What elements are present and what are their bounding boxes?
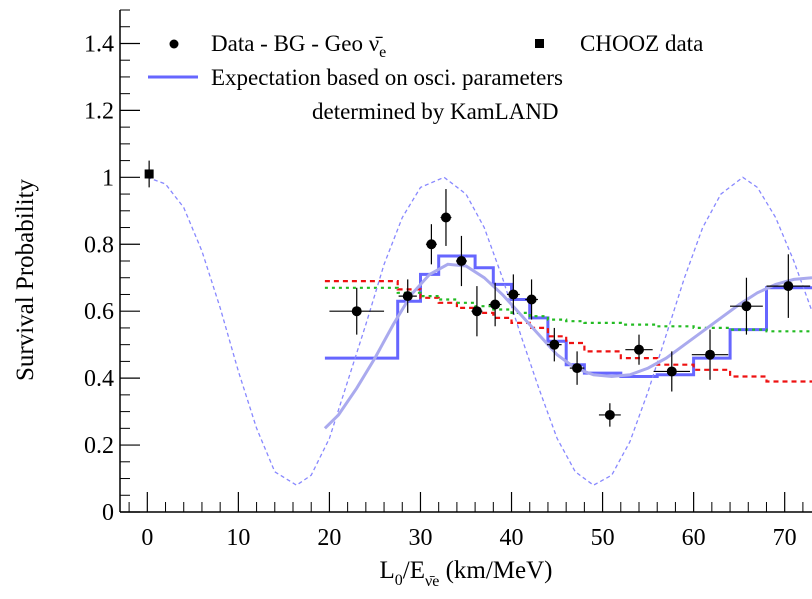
x-axis-title-sub2: ν̄e [425, 573, 439, 590]
point-marker [634, 344, 644, 355]
legend-label-expectation: Expectation based on osci. parameters [211, 65, 563, 90]
point-marker [440, 212, 451, 223]
point-marker [572, 363, 583, 374]
data-point-10 [569, 351, 585, 385]
point-marker [402, 291, 413, 302]
x-tick-label: 50 [591, 525, 615, 551]
point-marker [604, 409, 615, 420]
data-point-8 [525, 279, 538, 320]
series-curve-5 [147, 176, 812, 486]
point-marker [741, 301, 752, 312]
point-marker [471, 306, 482, 317]
data-point-14 [691, 329, 729, 380]
points-layer [144, 160, 811, 427]
axes-layer: 0 0.2 0.4 0.6 0.8 1 1.2 1.4 0 10 20 30 40 50 60 70 [84, 9, 812, 551]
x-axis-title: L0/Eν̄e (km/MeV) [379, 557, 552, 590]
data-point-0 [329, 287, 385, 335]
x-tick-label: 70 [773, 525, 797, 551]
legend-marker-data [169, 39, 179, 49]
y-tick-label: 0 [102, 500, 114, 526]
point-marker [526, 294, 537, 305]
y-tick-label: 1 [102, 165, 114, 191]
y-tick-label: 0.6 [84, 299, 114, 325]
y-tick-label: 1.2 [84, 98, 114, 124]
x-axis-title-tail: (km/MeV) [439, 557, 552, 584]
point-marker [783, 281, 794, 292]
y-tick-label: 0.4 [84, 366, 114, 392]
x-tick-label: 30 [408, 525, 432, 551]
data-point-15 [730, 277, 763, 335]
x-axis-title-sub1: 0 [395, 572, 403, 589]
y-axis-title: Survival Probability [12, 178, 39, 381]
point-marker [549, 339, 560, 350]
data-point-7 [506, 274, 520, 315]
legend-label-expectation-line2: determined by KamLAND [312, 99, 559, 124]
point-marker [490, 299, 501, 310]
data-point-2 [425, 224, 437, 265]
x-tick-label: 20 [317, 525, 341, 551]
data-point-13 [653, 351, 690, 392]
point-marker [426, 239, 437, 250]
series-step-3 [324, 280, 812, 383]
series-curve-6 [323, 262, 812, 430]
x-axis-title-main: L [379, 557, 394, 584]
x-tick-label: 60 [682, 525, 706, 551]
data-point-5 [471, 286, 483, 337]
y-tick-label: 0.2 [84, 433, 114, 459]
point-marker [351, 306, 362, 317]
legend-label-data-sub: e [379, 44, 386, 61]
data-point-6 [488, 282, 502, 327]
point-marker [666, 366, 677, 377]
point-marker [508, 289, 519, 300]
legend-label-chooz: CHOOZ data [580, 31, 703, 56]
data-point-3 [440, 189, 452, 246]
legend-marker-chooz [535, 39, 544, 48]
y-tick-label: 1.4 [84, 31, 114, 57]
x-tick-label: 10 [226, 525, 250, 551]
legend-label-data-text: Data - BG - Geo [211, 31, 369, 56]
square-marker [144, 169, 154, 179]
point-marker [705, 349, 716, 360]
data-point-12 [625, 334, 653, 365]
x-axis-title-mid: /E [403, 557, 425, 584]
data-point-9 [547, 327, 562, 362]
legend: Data - BG - Geo ν̄e CHOOZ data Expectati… [148, 31, 703, 124]
legend-label-data: Data - BG - Geo ν̄e [211, 31, 386, 61]
x-tick-label: 40 [500, 525, 524, 551]
series-step-4 [324, 286, 812, 333]
data-point-4 [455, 235, 467, 287]
x-tick-label: 0 [141, 525, 153, 551]
data-point-1 [398, 279, 417, 313]
data-point-11 [598, 403, 621, 427]
point-marker [456, 256, 467, 266]
data-point-16 [766, 254, 811, 318]
curves-layer [147, 176, 812, 486]
y-tick-label: 0.8 [84, 232, 114, 258]
chooz-point-0 [144, 160, 154, 188]
